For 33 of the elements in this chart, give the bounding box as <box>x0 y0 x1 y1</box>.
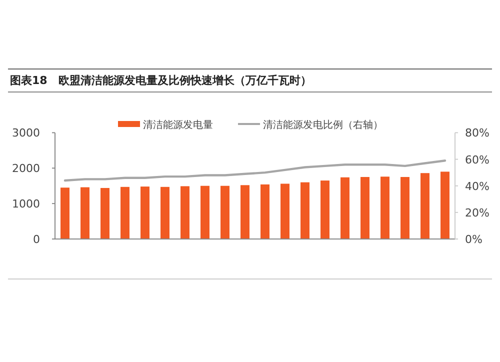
bar <box>200 186 210 239</box>
bar <box>320 180 330 239</box>
bar <box>160 186 170 239</box>
bar <box>220 186 230 239</box>
bar <box>280 184 290 239</box>
y2-tick-label: 80% <box>465 126 490 140</box>
bar <box>400 176 410 239</box>
bar <box>420 173 430 239</box>
line-series <box>64 160 446 182</box>
bar <box>300 182 310 239</box>
y-tick-label: 0 <box>33 233 40 246</box>
bar <box>380 176 390 239</box>
bar <box>340 177 350 239</box>
bar <box>60 188 70 239</box>
bar <box>260 184 270 239</box>
bar <box>80 187 90 239</box>
bar <box>120 186 130 239</box>
chart-title: 图表18 欧盟清洁能源发电量及比例快速增长（万亿千瓦时） <box>10 74 312 87</box>
bar <box>360 176 370 239</box>
y2-tick-label: 0% <box>465 233 482 246</box>
bar <box>180 186 190 239</box>
y2-tick-label: 60% <box>465 153 490 166</box>
y-tick-label: 1000 <box>12 198 40 211</box>
y-tick-label: 3000 <box>12 126 40 140</box>
bar <box>240 185 250 239</box>
legend-label: 清洁能源发电量 <box>143 119 213 131</box>
legend-label: 清洁能源发电比例（右轴） <box>263 119 383 131</box>
bar <box>440 172 450 239</box>
y-tick-label: 2000 <box>12 162 40 176</box>
bar <box>140 186 150 239</box>
y2-tick-label: 40% <box>465 180 490 193</box>
bar <box>100 188 110 239</box>
y2-tick-label: 20% <box>465 206 490 220</box>
